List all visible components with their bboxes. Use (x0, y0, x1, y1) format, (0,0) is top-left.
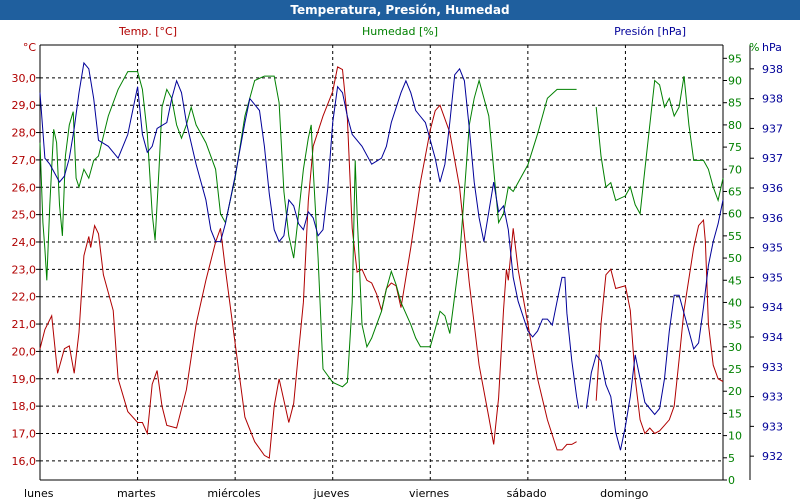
temp-tick-label: 30,0 (12, 72, 37, 85)
legend: Temp. [°C] Humedad [%] Presión [hPa] (118, 25, 686, 38)
series-line-humidity (39, 71, 577, 388)
legend-humidity: Humedad [%] (362, 25, 438, 38)
day-label: lunes (24, 487, 54, 500)
day-label: jueves (313, 487, 350, 500)
pressure-unit-label: hPa (762, 41, 782, 54)
day-label: viernes (409, 487, 449, 500)
series-layer (39, 61, 724, 459)
plot-border (39, 44, 751, 481)
series-line-pressure (39, 61, 580, 409)
humidity-tick-label: 50 (728, 252, 742, 265)
temp-tick-label: 21,0 (12, 318, 37, 331)
temp-tick-label: 25,0 (12, 209, 37, 222)
pressure-tick-label: 937 (762, 152, 783, 165)
pressure-tick-label: 933 (762, 420, 783, 433)
series-line-left (595, 218, 724, 435)
humidity-tick-label: 15 (728, 407, 742, 420)
humidity-tick-label: 30 (728, 341, 742, 354)
humidity-unit-label: % (749, 41, 759, 54)
pressure-tick-label: 935 (762, 271, 783, 284)
temperature-axis: 16,0 17,0 18,0 19,0 20,0 21,0 22,0 23,0 24,0 25,0… (12, 41, 40, 468)
temp-tick-label: 26,0 (12, 181, 37, 194)
humidity-tick-label: 75 (728, 141, 742, 154)
legend-pressure: Presión [hPa] (614, 25, 686, 38)
day-axis: lunes27/08/12martes28/08/12miércoles29/0… (24, 487, 649, 500)
temp-tick-label: 23,0 (12, 263, 37, 276)
plot-area (40, 45, 723, 480)
humidity-tick-label: 95 (728, 52, 742, 65)
humidity-tick-label: 40 (728, 296, 742, 309)
pressure-tick-label: 933 (762, 391, 783, 404)
day-label: martes (117, 487, 156, 500)
day-label: miércoles (207, 487, 260, 500)
pressure-tick-label: 936 (762, 212, 783, 225)
temp-tick-label: 18,0 (12, 400, 37, 413)
temp-tick-label: 29,0 (12, 99, 37, 112)
pressure-tick-label: 934 (762, 301, 783, 314)
pressure-tick-label: 937 (762, 122, 783, 135)
temp-tick-label: 19,0 (12, 373, 37, 386)
temp-tick-label: 17,0 (12, 427, 37, 440)
humidity-tick-label: 55 (728, 230, 742, 243)
humidity-tick-label: 80 (728, 119, 742, 132)
pressure-tick-label: 936 (762, 182, 783, 195)
pressure-tick-label: 934 (762, 331, 783, 344)
pressure-axis: 932 933 933 933 934 934 935 935 936 936 937 937 938 9… (750, 41, 783, 463)
pressure-tick-label: 933 (762, 361, 783, 374)
series-line-humidity (595, 76, 724, 216)
pressure-tick-label: 938 (762, 63, 783, 76)
humidity-tick-label: 45 (728, 274, 742, 287)
weather-chart: 16,0 17,0 18,0 19,0 20,0 21,0 22,0 23,0 24,0 25,0… (12, 25, 784, 500)
humidity-axis: 0 5 10 15 20 25 30 35 40 45 50 55 60 65 70 75 80 85 90 95% (723, 41, 759, 487)
day-label: domingo (600, 487, 648, 500)
pressure-tick-label: 935 (762, 242, 783, 255)
day-label: sábado (507, 487, 547, 500)
humidity-tick-label: 25 (728, 363, 742, 376)
humidity-tick-label: 60 (728, 208, 742, 221)
humidity-tick-label: 10 (728, 430, 742, 443)
temp-unit-label: °C (23, 41, 37, 54)
temp-tick-label: 28,0 (12, 127, 37, 140)
pressure-tick-label: 938 (762, 93, 783, 106)
series-line-pressure (585, 199, 724, 451)
temp-tick-label: 27,0 (12, 154, 37, 167)
humidity-tick-label: 65 (728, 185, 742, 198)
humidity-tick-label: 90 (728, 75, 742, 88)
series-line-left (39, 66, 577, 459)
legend-left: Temp. [°C] (118, 25, 177, 38)
temp-tick-label: 20,0 (12, 345, 37, 358)
humidity-tick-label: 85 (728, 97, 742, 110)
temp-tick-label: 16,0 (12, 455, 37, 468)
humidity-tick-label: 20 (728, 385, 742, 398)
window-title: Temperatura, Presión, Humedad (0, 0, 800, 20)
pressure-tick-label: 932 (762, 450, 783, 463)
grid (40, 45, 723, 480)
temp-tick-label: 22,0 (12, 291, 37, 304)
temp-tick-label: 24,0 (12, 236, 37, 249)
humidity-tick-label: 35 (728, 319, 742, 332)
humidity-tick-label: 70 (728, 163, 742, 176)
humidity-tick-label: 5 (728, 452, 735, 465)
humidity-tick-label: 0 (728, 474, 735, 487)
